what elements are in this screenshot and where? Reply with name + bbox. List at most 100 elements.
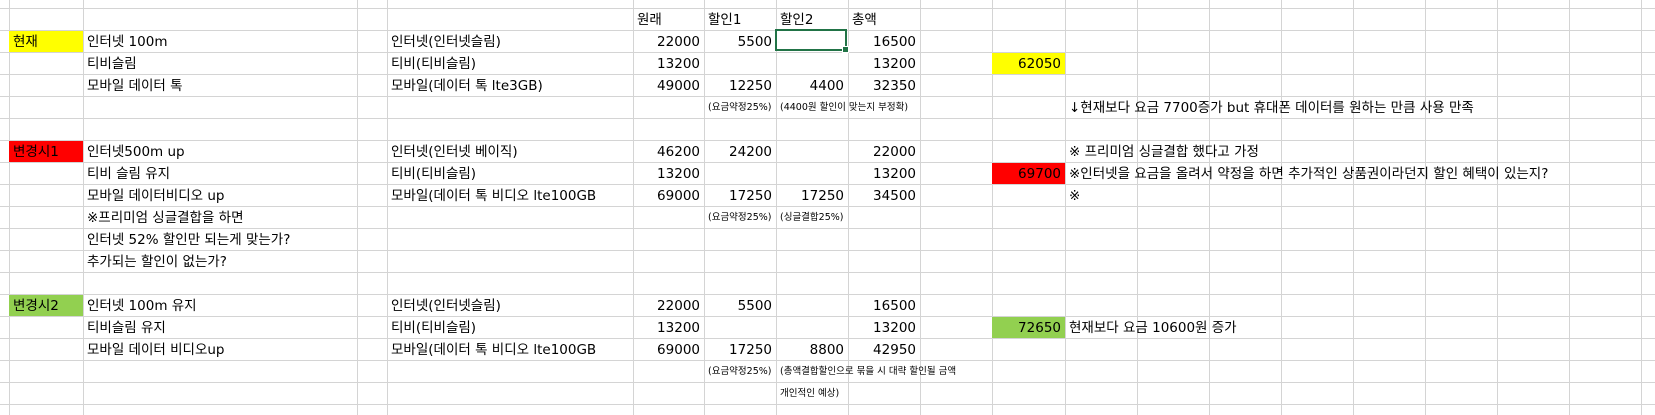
column-gridline (992, 0, 993, 415)
change2-original[interactable]: 22000 (657, 298, 700, 314)
current-note-discount2[interactable]: (4400원 할인이 맞는지 부정확) (780, 102, 909, 113)
current-original[interactable]: 13200 (657, 56, 700, 72)
row-gridline (0, 118, 1655, 119)
change2-plan[interactable]: 모바일(데이터 톡 비디오 lte100GB (391, 342, 597, 358)
current-sum[interactable]: 62050 (992, 53, 1065, 74)
row-gridline (0, 8, 1655, 9)
row-gridline (0, 140, 1655, 141)
row-gridline (0, 228, 1655, 229)
change1-comment[interactable]: ※인터넷을 요금을 올려서 약정을 하면 추가적인 상품권이라던지 할인 혜택이… (1069, 166, 1549, 182)
change1-comment[interactable]: ※ (1069, 188, 1081, 204)
change2-item[interactable]: 인터넷 100m 유지 (87, 298, 197, 314)
column-gridline (1425, 0, 1426, 415)
row-gridline (0, 404, 1655, 405)
change2-item[interactable]: 티비슬림 유지 (87, 320, 166, 336)
header-total[interactable]: 총액 (852, 12, 877, 28)
current-item[interactable]: 모바일 데이터 톡 (87, 78, 183, 94)
change1-comment[interactable]: ※ 프리미엄 싱글결합 했다고 가정 (1069, 144, 1259, 160)
current-discount2[interactable]: 4400 (809, 78, 844, 94)
change1-plan[interactable]: 인터넷(인터넷 베이직) (391, 144, 518, 160)
change1-discount1[interactable]: 24200 (729, 144, 772, 160)
row-gridline (0, 162, 1655, 163)
change2-discount2[interactable]: 8800 (809, 342, 844, 358)
current-plan[interactable]: 티비(티비슬림) (391, 56, 477, 72)
row-gridline (0, 360, 1655, 361)
change1-item[interactable]: 모바일 데이터비디오 up (87, 188, 225, 204)
column-gridline (776, 0, 777, 415)
change2-original[interactable]: 69000 (657, 342, 700, 358)
current-total[interactable]: 13200 (873, 56, 916, 72)
change2-discount1[interactable]: 5500 (737, 298, 772, 314)
header-discount1[interactable]: 할인1 (708, 12, 742, 28)
change1-discount1[interactable]: 17250 (729, 188, 772, 204)
column-gridline (1209, 0, 1210, 415)
change2-sum[interactable]: 72650 (992, 317, 1065, 338)
change1-total[interactable]: 22000 (873, 144, 916, 160)
current-item[interactable]: 인터넷 100m (87, 34, 168, 50)
column-gridline (1065, 0, 1066, 415)
change1-item[interactable]: 인터넷500m up (87, 144, 185, 160)
change2-original[interactable]: 13200 (657, 320, 700, 336)
change2-total[interactable]: 13200 (873, 320, 916, 336)
current-original[interactable]: 49000 (657, 78, 700, 94)
change1-question[interactable]: ※프리미엄 싱글결합을 하면 (87, 210, 244, 226)
change1-original[interactable]: 69000 (657, 188, 700, 204)
current-plan[interactable]: 모바일(데이터 톡 lte3GB) (391, 78, 543, 94)
column-gridline (704, 0, 705, 415)
column-gridline (9, 0, 10, 415)
change1-discount2[interactable]: 17250 (801, 188, 844, 204)
row-gridline (0, 250, 1655, 251)
current-item[interactable]: 티비슬림 (87, 56, 137, 72)
change1-question[interactable]: 인터넷 52% 할인만 되는게 맞는가? (87, 232, 291, 248)
column-gridline (1353, 0, 1354, 415)
header-original[interactable]: 원래 (637, 12, 662, 28)
column-gridline (920, 0, 921, 415)
current-plan[interactable]: 인터넷(인터넷슬림) (391, 34, 501, 50)
change1-original[interactable]: 13200 (657, 166, 700, 182)
column-gridline (848, 0, 849, 415)
row-gridline (0, 382, 1655, 383)
change2-plan[interactable]: 티비(티비슬림) (391, 320, 477, 336)
change2-label[interactable]: 변경시2 (9, 295, 83, 316)
change2-plan[interactable]: 인터넷(인터넷슬림) (391, 298, 501, 314)
current-original[interactable]: 22000 (657, 34, 700, 50)
current-comment[interactable]: ↓현재보다 요금 7700증가 but 휴대폰 데이터를 원하는 만큼 사용 만… (1069, 100, 1474, 116)
change1-label[interactable]: 변경시1 (9, 141, 83, 162)
change1-total[interactable]: 13200 (873, 166, 916, 182)
column-gridline (633, 0, 634, 415)
change2-comment[interactable]: 현재보다 요금 10600원 증가 (1069, 320, 1237, 336)
header-discount2[interactable]: 할인2 (780, 12, 814, 28)
change2-discount1[interactable]: 17250 (729, 342, 772, 358)
change1-item[interactable]: 티비 슬림 유지 (87, 166, 171, 182)
change1-question[interactable]: 추가되는 할인이 없는가? (87, 254, 227, 270)
change2-note-discount2[interactable]: (총액결합할인으로 묶을 시 대략 할인될 금액 (780, 366, 957, 377)
change2-total[interactable]: 42950 (873, 342, 916, 358)
change1-total[interactable]: 34500 (873, 188, 916, 204)
row-gridline (0, 206, 1655, 207)
current-total[interactable]: 32350 (873, 78, 916, 94)
row-gridline (0, 272, 1655, 273)
change2-note-discount1[interactable]: (요금약정25%) (708, 366, 772, 377)
row-gridline (0, 52, 1655, 53)
current-note-discount1[interactable]: (요금약정25%) (708, 102, 772, 113)
change1-original[interactable]: 46200 (657, 144, 700, 160)
column-gridline (1497, 0, 1498, 415)
column-gridline (1569, 0, 1570, 415)
change2-item[interactable]: 모바일 데이터 비디오up (87, 342, 225, 358)
current-total[interactable]: 16500 (873, 34, 916, 50)
selected-cell[interactable] (775, 29, 849, 53)
current-label[interactable]: 현재 (9, 31, 83, 52)
change2-note-discount2-line2[interactable]: 개인적인 예상) (780, 388, 840, 399)
current-discount1[interactable]: 12250 (729, 78, 772, 94)
fill-handle[interactable] (842, 46, 849, 53)
change1-note-discount1[interactable]: (요금약정25%) (708, 212, 772, 223)
change1-plan[interactable]: 티비(티비슬림) (391, 166, 477, 182)
change2-total[interactable]: 16500 (873, 298, 916, 314)
row-gridline (0, 338, 1655, 339)
change1-plan[interactable]: 모바일(데이터 톡 비디오 lte100GB (391, 188, 597, 204)
row-gridline (0, 294, 1655, 295)
change1-note-discount2[interactable]: (싱글결합25%) (780, 212, 844, 223)
change1-sum[interactable]: 69700 (992, 163, 1065, 184)
current-discount1[interactable]: 5500 (737, 34, 772, 50)
